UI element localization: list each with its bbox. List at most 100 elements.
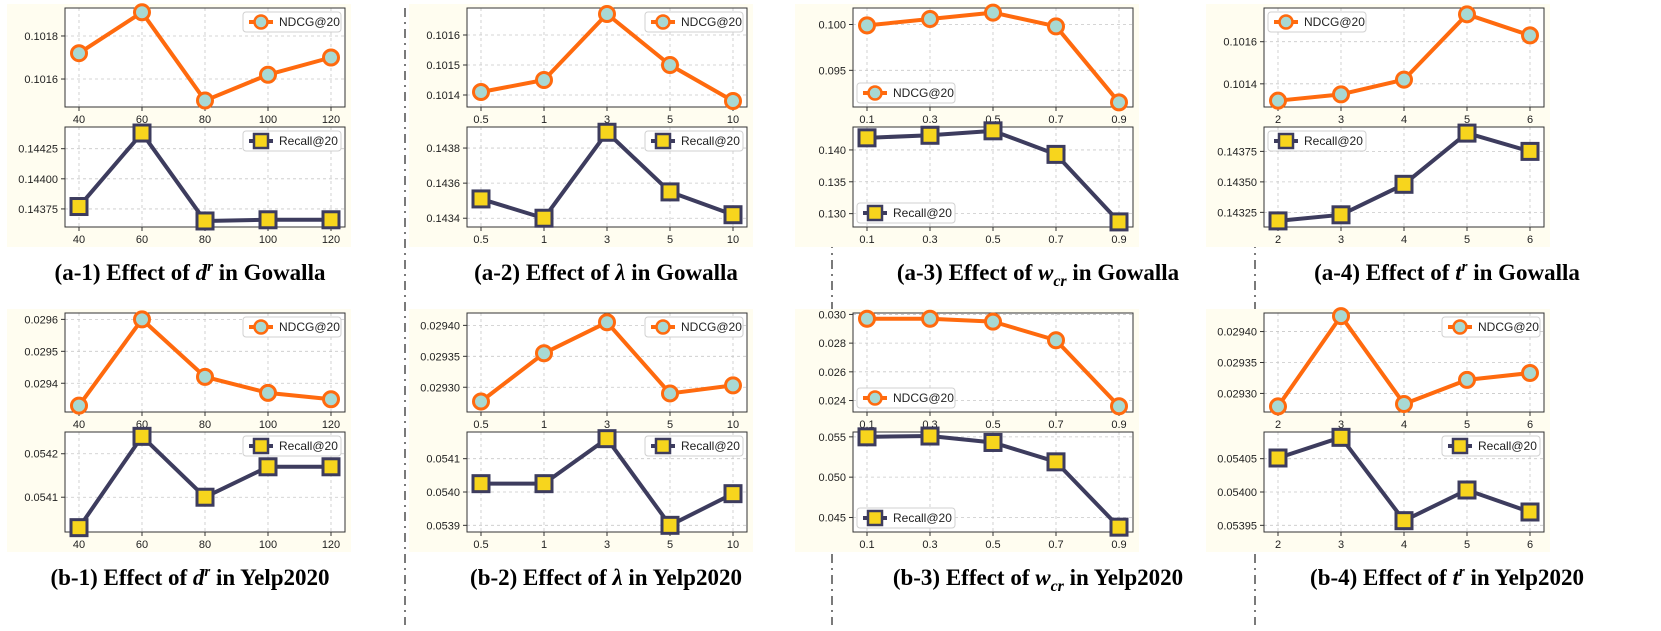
ndcg-point <box>1332 307 1350 326</box>
y-tick-label: 0.0295 <box>24 346 58 358</box>
caption-suffix: in Yelp2020 <box>1064 565 1183 590</box>
recall-point <box>1457 123 1477 143</box>
ndcg-point <box>1521 364 1539 383</box>
legend-label: NDCG@20 <box>681 320 742 334</box>
recall-point <box>1520 502 1540 522</box>
legend: NDCG@20 <box>1267 11 1367 33</box>
legend-label: Recall@20 <box>893 511 952 525</box>
legend-label: Recall@20 <box>681 439 740 453</box>
ndcg-point <box>1269 397 1287 416</box>
y-tick-label: 0.14325 <box>1217 207 1257 219</box>
caption-prefix: (b-4) Effect of <box>1310 565 1452 590</box>
y-tick-label: 0.045 <box>818 512 846 524</box>
legend-label: NDCG@20 <box>893 391 954 405</box>
x-tick-label: 0.9 <box>1111 234 1126 246</box>
legend-label: NDCG@20 <box>681 15 742 29</box>
ndcg-point <box>1332 85 1350 104</box>
x-tick-label: 2 <box>1275 419 1281 431</box>
chart-b-3: (b-3) Effect of wcr in Yelp2020 0.024 0.02… <box>795 309 1183 595</box>
legend-box <box>242 11 342 33</box>
x-tick-label: 60 <box>136 234 148 246</box>
caption-superscript: r <box>1459 564 1465 580</box>
legend: Recall@20 <box>856 202 956 224</box>
caption-prefix: (a-2) Effect of <box>474 260 615 285</box>
y-tick-label: 0.030 <box>818 309 846 321</box>
legend-marker <box>253 319 269 335</box>
x-tick-label: 0.5 <box>985 234 1000 246</box>
legend: Recall@20 <box>242 435 342 457</box>
recall-subplot: 0.05395 0.05400 0.05405 2 3 4 5 6 Recall@20 <box>1206 427 1550 552</box>
y-tick-label: 0.02930 <box>1217 388 1257 400</box>
caption-prefix: (b-3) Effect of <box>893 565 1035 590</box>
x-tick-label: 2 <box>1275 234 1281 246</box>
legend-marker <box>252 132 270 150</box>
y-tick-label: 0.0296 <box>24 314 58 326</box>
x-tick-label: 6 <box>1527 114 1533 126</box>
legend-box <box>644 316 744 338</box>
caption-subscript: cr <box>1053 273 1067 290</box>
legend-marker <box>866 509 884 527</box>
x-tick-label: 5 <box>1464 539 1470 551</box>
caption-subscript: cr <box>1051 578 1065 595</box>
legend-label: Recall@20 <box>1478 439 1537 453</box>
y-tick-label: 0.05400 <box>1217 487 1257 499</box>
x-tick-label: 5 <box>1464 419 1470 431</box>
x-tick-label: 0.5 <box>473 539 488 551</box>
panels: (a-1) Effect of dr in Gowalla 0.10160.101… <box>7 3 1584 595</box>
y-tick-label: 0.024 <box>818 396 846 408</box>
recall-point <box>1331 205 1351 225</box>
caption-b-3: (b-3) Effect of wcr in Yelp2020 <box>893 565 1183 595</box>
x-tick-label: 5 <box>667 234 673 246</box>
recall-point <box>723 484 743 504</box>
recall-point <box>1046 144 1066 164</box>
recall-point <box>1394 174 1414 194</box>
legend: Recall@20 <box>856 507 956 529</box>
caption-b-4: (b-4) Effect of tr in Yelp2020 <box>1310 564 1584 590</box>
x-tick-label: 5 <box>1464 114 1470 126</box>
ndcg-point <box>984 312 1002 331</box>
caption-a-1: (a-1) Effect of dr in Gowalla <box>55 259 326 285</box>
caption-prefix: (a-4) Effect of <box>1314 260 1455 285</box>
x-tick-label: 3 <box>604 234 610 246</box>
recall-subplot: 0.0539 0.0540 0.0541 0.5 1 3 5 10 Recall@20 <box>409 428 753 552</box>
x-tick-label: 5 <box>667 114 673 126</box>
legend-marker <box>866 204 884 222</box>
x-tick-label: 120 <box>322 234 340 246</box>
recall-point <box>1109 212 1129 232</box>
y-tick-label: 0.05405 <box>1217 454 1257 466</box>
ndcg-point <box>858 16 876 35</box>
caption-suffix: in Yelp2020 <box>210 565 329 590</box>
caption-suffix: in Gowalla <box>1467 260 1580 285</box>
recall-point <box>983 432 1003 452</box>
ndcg-point <box>1395 394 1413 413</box>
caption-suffix: in Gowalla <box>213 260 326 285</box>
legend: NDCG@20 <box>644 316 744 338</box>
ndcg-point <box>70 396 88 415</box>
ndcg-point <box>70 44 88 63</box>
x-tick-label: 120 <box>322 539 340 551</box>
y-tick-label: 0.14375 <box>1217 146 1257 158</box>
legend-marker <box>253 14 269 30</box>
x-tick-label: 0.1 <box>859 539 874 551</box>
ndcg-point <box>661 384 679 403</box>
recall-point <box>534 208 554 228</box>
legend: Recall@20 <box>1441 435 1541 457</box>
recall-point <box>660 182 680 202</box>
chart-a-4: (a-4) Effect of tr in Gowalla0.10140.101… <box>1206 4 1580 285</box>
recall-point <box>1046 452 1066 472</box>
y-tick-label: 0.1015 <box>426 60 460 72</box>
ndcg-point <box>1110 397 1128 416</box>
chart-a-1: (a-1) Effect of dr in Gowalla 0.1016 0.101… <box>7 3 351 285</box>
x-tick-label: 0.1 <box>859 234 874 246</box>
recall-point <box>132 426 152 446</box>
recall-point <box>983 121 1003 141</box>
legend: NDCG@20 <box>242 11 342 33</box>
recall-point <box>69 518 89 538</box>
y-tick-label: 0.02940 <box>420 320 460 332</box>
x-tick-label: 0.9 <box>1111 539 1126 551</box>
x-tick-label: 100 <box>259 234 277 246</box>
